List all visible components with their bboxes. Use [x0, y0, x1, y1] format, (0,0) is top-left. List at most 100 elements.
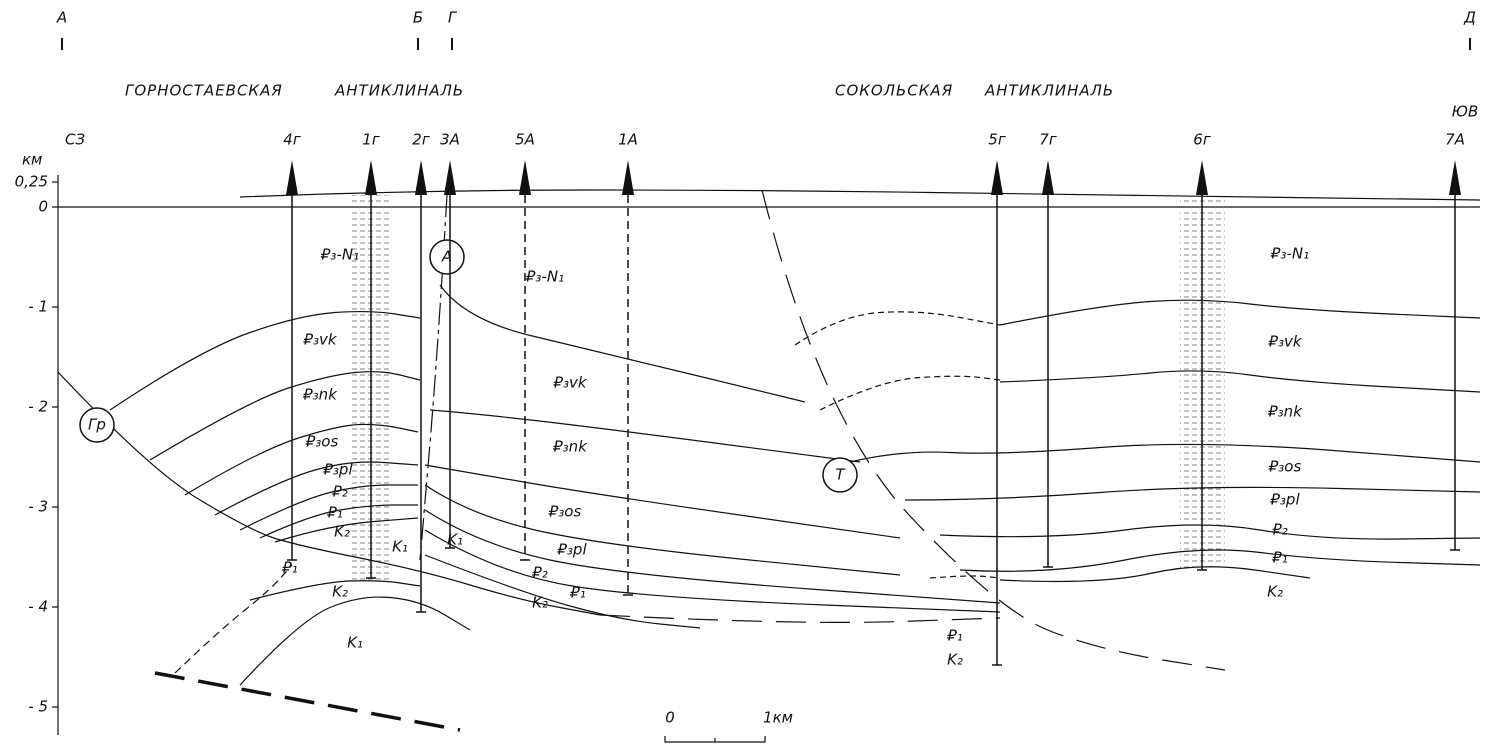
- formation-label: ₽₃vk: [302, 331, 337, 349]
- axis-unit: км: [22, 151, 42, 169]
- formation-label: K₂: [532, 594, 548, 612]
- horizon: [249, 580, 421, 601]
- fault-line: [599, 614, 1001, 624]
- horizon: [174, 564, 293, 674]
- formation-label: ₽₃pl: [322, 461, 353, 479]
- well-label: 7г: [1039, 131, 1057, 149]
- horizon: [999, 370, 1481, 393]
- formation-label: ₽₃nk: [1267, 403, 1303, 421]
- horizon: [849, 443, 1481, 463]
- fault-line: [761, 189, 1226, 671]
- tick-label: - 1: [28, 298, 48, 316]
- well-symbol: [444, 160, 456, 195]
- well-label: 7А: [1445, 131, 1465, 149]
- fault-label: Т: [835, 466, 846, 484]
- well-label: 5А: [515, 131, 535, 149]
- formation-label: K₁: [347, 634, 363, 652]
- well-symbol: [286, 160, 298, 195]
- fault-label: А: [441, 248, 452, 266]
- horizon: [959, 549, 1481, 572]
- horizon: [999, 566, 1311, 583]
- anticline-name: СОКОЛЬСКАЯ: [835, 82, 953, 100]
- horizon: [794, 311, 1001, 346]
- section-mark: Г: [448, 9, 458, 27]
- horizon: [149, 371, 421, 461]
- formation-label: K₁: [447, 531, 463, 549]
- horizon: [439, 284, 806, 403]
- scale-bar: [664, 736, 766, 743]
- formation-label: K₁: [392, 538, 408, 556]
- well-symbol: [622, 160, 634, 195]
- well-column: [352, 195, 392, 580]
- formation-label: ₽₃vk: [552, 374, 587, 392]
- section-mark: А: [56, 9, 67, 27]
- well-label: 1А: [618, 131, 638, 149]
- formation-label: ₽₃pl: [556, 541, 587, 559]
- formation-label: ₽₃nk: [302, 386, 338, 404]
- well-symbol: [991, 160, 1003, 195]
- fault-marker: [822, 457, 858, 493]
- formation-label: ₽₃os: [548, 503, 582, 521]
- scale-label: 0: [665, 709, 675, 727]
- formation-label: ₽₁: [326, 504, 343, 522]
- horizon: [424, 484, 901, 576]
- horizon: [424, 529, 1001, 613]
- tick-label: - 3: [28, 498, 48, 516]
- well-symbol: [1196, 160, 1208, 195]
- fault-marker: [79, 407, 115, 443]
- formation-label: K₂: [1267, 583, 1283, 601]
- anticline-kind: АНТИКЛИНАЛЬ: [984, 82, 1114, 100]
- tick-label: - 5: [28, 698, 48, 716]
- direction: ЮВ: [1452, 103, 1478, 121]
- horizon: [424, 554, 701, 629]
- horizon: [929, 575, 1001, 579]
- horizon: [904, 486, 1481, 501]
- formation-label: ₽₃nk: [552, 438, 588, 456]
- well-label: 6г: [1193, 131, 1211, 149]
- formation-label: ₽₃vk: [1267, 333, 1302, 351]
- drawing: км 0,25 0 - 1 - 2 - 3 - 4 - 5 А Б Г Д ГОРНОСТАЕВСКАЯ…: [15, 9, 1481, 743]
- formation-label: ₽₃os: [1268, 458, 1302, 476]
- section-mark: Д: [1463, 9, 1476, 27]
- formation-label: ₽₁: [946, 627, 963, 645]
- well-label: 1г: [362, 131, 380, 149]
- well-label: 4г: [283, 131, 301, 149]
- well-label: 3А: [440, 131, 460, 149]
- formation-label: ₽₃pl: [1269, 491, 1300, 509]
- formation-label: ₽₁: [1271, 549, 1288, 567]
- formation-label: K₂: [332, 583, 348, 601]
- tick-label: - 2: [28, 398, 48, 416]
- well-symbol: [1042, 160, 1054, 195]
- tick-label: 0: [38, 198, 48, 216]
- formation-label: ₽₁: [569, 584, 586, 602]
- horizon: [939, 524, 1481, 540]
- formation-label: ₽₁: [281, 559, 298, 577]
- fault-line: [154, 671, 461, 732]
- fault-label: Гр: [88, 416, 106, 434]
- anticline-name: ГОРНОСТАЕВСКАЯ: [125, 82, 283, 100]
- horizon: [819, 375, 1001, 411]
- fault-marker: [429, 239, 465, 275]
- fault-line: [419, 194, 448, 561]
- formation-label: K₂: [947, 651, 963, 669]
- horizon: [214, 461, 419, 516]
- fault-line: [57, 371, 601, 616]
- horizon: [109, 310, 421, 411]
- horizon: [424, 464, 901, 539]
- well-label: 5г: [988, 131, 1006, 149]
- well-symbol: [519, 160, 531, 195]
- direction: СЗ: [65, 131, 85, 149]
- well-label: 2г: [412, 131, 430, 149]
- formation-label: ₽₃-N₁: [1270, 245, 1309, 263]
- formation-label: ₽₂: [331, 483, 348, 501]
- well-symbol: [415, 160, 427, 195]
- well-symbol: [365, 160, 377, 195]
- scale-label: 1км: [763, 709, 793, 727]
- horizon: [424, 509, 1001, 604]
- tick-label: 0,25: [15, 173, 48, 191]
- horizon: [184, 423, 419, 496]
- formation-label: ₽₂: [531, 564, 548, 582]
- horizon: [239, 484, 418, 531]
- formation-label: K₂: [334, 523, 350, 541]
